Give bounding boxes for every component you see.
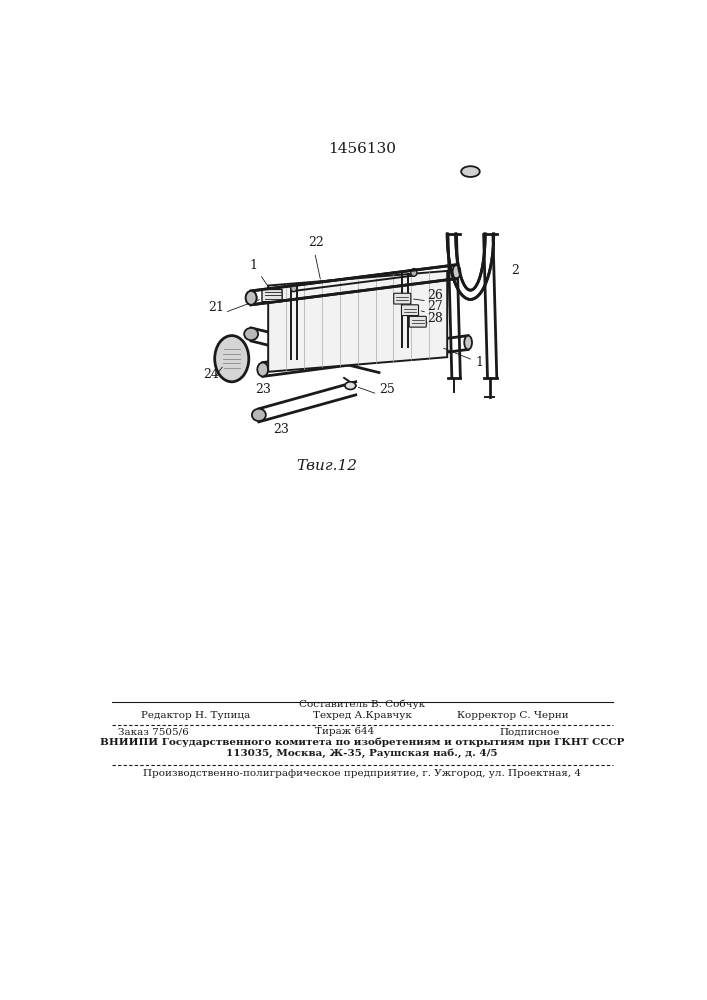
Ellipse shape [215, 336, 249, 382]
Text: ВНИИПИ Государственного комитета по изобретениям и открытиям при ГКНТ СССР: ВНИИПИ Государственного комитета по изоб… [100, 738, 624, 747]
Ellipse shape [461, 166, 480, 177]
Text: 22: 22 [308, 236, 323, 249]
Text: Заказ 7505/6: Заказ 7505/6 [118, 727, 189, 736]
Text: 28: 28 [427, 312, 443, 325]
Text: Редактор Н. Тупица: Редактор Н. Тупица [141, 711, 250, 720]
Ellipse shape [252, 409, 266, 421]
Text: 1: 1 [443, 348, 484, 369]
Text: Τвиг.12: Τвиг.12 [296, 459, 358, 473]
Ellipse shape [464, 336, 472, 349]
Text: Составитель В. Собчук: Составитель В. Собчук [299, 699, 425, 709]
Ellipse shape [452, 265, 460, 279]
Text: Тираж 644: Тираж 644 [315, 727, 374, 736]
Text: 24: 24 [203, 368, 219, 381]
Text: Подписное: Подписное [499, 727, 559, 736]
Polygon shape [268, 271, 448, 372]
FancyBboxPatch shape [409, 316, 426, 327]
Text: 113035, Москва, Ж-35, Раушская наб., д. 4/5: 113035, Москва, Ж-35, Раушская наб., д. … [226, 749, 498, 758]
FancyBboxPatch shape [402, 305, 419, 316]
Text: 2: 2 [510, 264, 519, 277]
Text: 21: 21 [209, 301, 224, 314]
Ellipse shape [257, 363, 268, 376]
Ellipse shape [411, 269, 417, 276]
Ellipse shape [244, 328, 258, 340]
Ellipse shape [246, 291, 257, 305]
Text: Техред А.Кравчук: Техред А.Кравчук [312, 711, 411, 720]
Text: 1456130: 1456130 [328, 142, 396, 156]
Text: Корректор С. Черни: Корректор С. Черни [457, 711, 569, 720]
Text: 25: 25 [379, 383, 395, 396]
Text: 23: 23 [273, 423, 288, 436]
Ellipse shape [291, 284, 297, 292]
Text: 1: 1 [250, 259, 273, 293]
Text: Производственно-полиграфическое предприятие, г. Ужгород, ул. Проектная, 4: Производственно-полиграфическое предприя… [143, 769, 581, 778]
Text: 23: 23 [255, 383, 271, 396]
Ellipse shape [345, 382, 356, 390]
Text: 26: 26 [427, 289, 443, 302]
Text: 27: 27 [427, 300, 443, 313]
Ellipse shape [246, 291, 257, 305]
FancyBboxPatch shape [394, 293, 411, 304]
FancyBboxPatch shape [262, 289, 282, 302]
